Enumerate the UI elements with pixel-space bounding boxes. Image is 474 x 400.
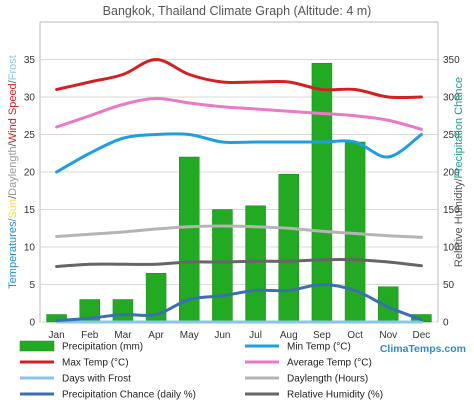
x-tick-label: May [180,330,199,341]
axis-label-part: / [7,79,19,83]
left-tick-label: 35 [24,55,36,66]
grid-lines [40,59,438,323]
left-tick-label: 25 [24,130,36,141]
precipitation-bar [245,205,266,323]
right-axis-label: Relative Humidity/Precipitation Chance [453,77,465,267]
x-tick-label: Aug [280,330,298,341]
axis-label-part: Precipitation Chance [453,77,465,179]
left-tick-label: 10 [24,243,36,254]
right-tick-label: 0 [443,318,449,329]
series-lines [55,58,423,324]
series-line-max [55,58,423,100]
legend-label-chance: Precipitation Chance (daily %) [62,390,196,400]
right-tick-label: 200 [443,168,460,179]
left-tick-label: 30 [24,93,36,104]
legend-label-precip: Precipitation (mm) [62,342,143,353]
axis-label-part: Relative Humidity/ [453,177,465,267]
axis-label-part: Wind Speed [7,83,19,143]
x-tick-label: Sep [313,330,331,341]
legend-label-min: Min Temp (°C) [287,342,351,353]
x-tick-label: Jan [49,330,65,341]
legend-label-humidity: Relative Humidity (%) [287,390,383,400]
x-tick-label: Feb [81,330,99,341]
left-tick-label: 0 [29,318,35,329]
x-tick-label: Mar [114,330,132,341]
watermark-text: ClimaTemps.com [380,343,466,355]
right-tick-label: 150 [443,205,460,216]
precipitation-bars [46,63,432,323]
legend-swatch-precip [19,340,55,352]
axis-label-part: Sun [7,199,19,219]
axis-label-part: Daylength [7,146,19,196]
axis-label-part: Temperatures/ [7,218,19,289]
legend-label-frost: Days with Frost [62,374,131,385]
legend: Precipitation (mm) Min Temp (°C) Max Temp … [19,340,383,400]
right-tick-label: 250 [443,130,460,141]
right-axis-ticks: 0 50 100 150 200 250 300 350 [443,55,460,329]
legend-label-max: Max Temp (°C) [62,358,129,369]
right-tick-label: 50 [443,280,455,291]
axis-label-part: Frost [7,55,19,80]
legend-label-daylength: Daylength (Hours) [287,374,368,385]
x-tick-label: Apr [148,330,164,341]
x-tick-label: Oct [347,330,363,341]
x-tick-label: Jul [249,330,262,341]
right-tick-label: 350 [443,55,460,66]
axis-label-part: / [7,195,19,199]
x-axis-ticks: Jan Feb Mar Apr May Jun Jul Aug Sep Oct Nov Dec [49,330,431,341]
left-axis-label: Temperatures/Sun/Daylength/Wind Speed/Fr… [7,55,19,289]
right-tick-label: 100 [443,243,460,254]
precipitation-bar [278,174,299,323]
series-line-min [55,132,423,174]
axis-label-part: / [7,142,19,146]
series-line-humidity [55,258,423,268]
x-tick-label: Nov [379,330,397,341]
series-line-daylength [55,224,423,239]
chart-title: Bangkok, Thailand Climate Graph (Altitud… [103,4,372,18]
right-tick-label: 300 [443,93,460,104]
x-tick-label: Jun [214,330,230,341]
series-line-chance [55,283,423,322]
left-tick-label: 15 [24,205,36,216]
legend-label-avg: Average Temp (°C) [287,358,372,369]
series-line-avg [55,96,423,131]
precipitation-bar [112,299,134,323]
left-tick-label: 20 [24,168,36,179]
left-tick-label: 5 [29,280,35,291]
left-axis-ticks: 0 5 10 15 20 25 30 35 [24,55,36,329]
x-tick-label: Dec [413,330,431,341]
